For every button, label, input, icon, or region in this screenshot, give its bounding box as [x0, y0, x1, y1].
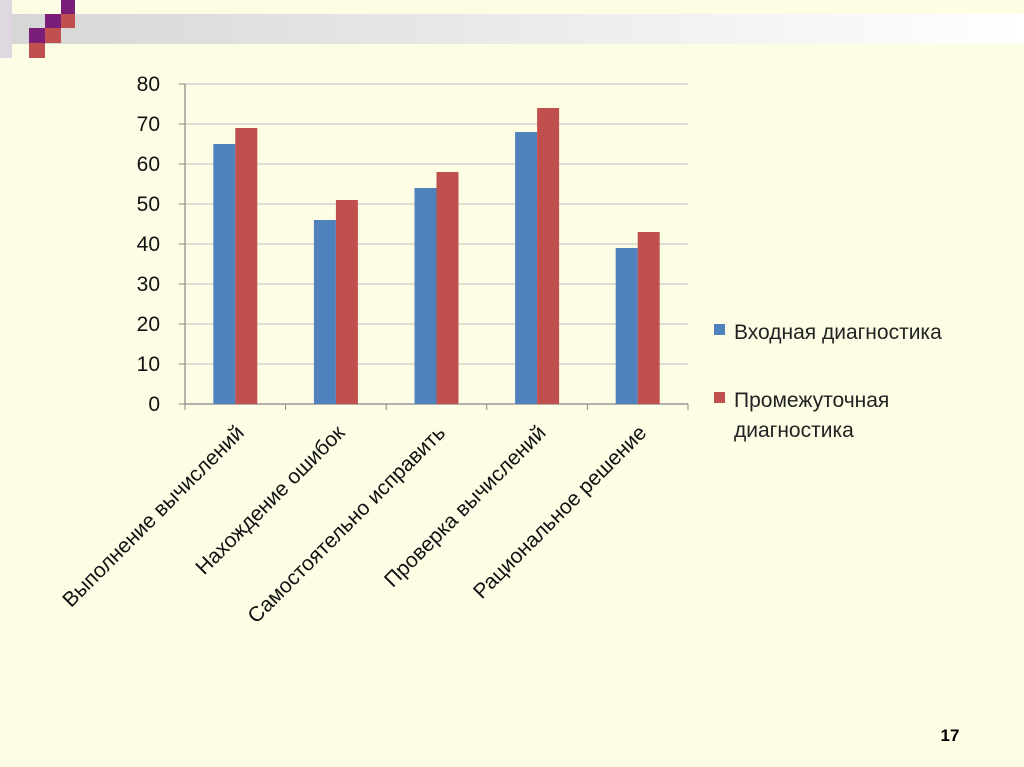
y-tick-label: 60: [137, 153, 160, 176]
deco-square: [61, 14, 75, 28]
slide-number: 17: [940, 726, 960, 745]
legend-label: Входная диагностика: [734, 321, 942, 344]
header-gradient-bar: [0, 14, 1024, 44]
deco-square: [0, 0, 12, 58]
bar: [637, 232, 660, 404]
y-tick-label: 20: [137, 313, 160, 336]
y-tick-label: 30: [137, 273, 160, 296]
deco-square: [45, 14, 61, 28]
y-tick-label: 80: [137, 73, 160, 96]
deco-square: [45, 28, 61, 43]
legend-swatch: [714, 392, 725, 403]
x-category-label: Проверка вычислений: [380, 421, 551, 592]
bar: [335, 200, 358, 404]
y-tick-label: 0: [148, 393, 160, 416]
bar: [615, 248, 638, 404]
bar: [313, 220, 336, 404]
x-category-label: Самостоятельно исправить: [243, 421, 450, 628]
bar: [436, 172, 459, 404]
legend-swatch: [714, 324, 725, 335]
x-category-label: Выполнение вычислений: [58, 421, 249, 612]
y-tick-label: 70: [137, 113, 160, 136]
legend-label: диагностика: [734, 419, 854, 442]
deco-square: [61, 0, 75, 14]
legend-label: Промежуточная: [734, 389, 889, 412]
slide-header-decoration: [0, 0, 1024, 58]
bar: [213, 144, 236, 404]
bar: [235, 128, 258, 404]
deco-square: [29, 28, 45, 43]
bar: [414, 188, 437, 404]
deco-square: [29, 43, 45, 58]
y-tick-label: 50: [137, 193, 160, 216]
y-tick-label: 40: [137, 233, 160, 256]
x-category-label: Рациональное решение: [469, 421, 651, 603]
bar: [537, 108, 560, 404]
y-tick-label: 10: [137, 353, 160, 376]
bar: [515, 132, 538, 404]
